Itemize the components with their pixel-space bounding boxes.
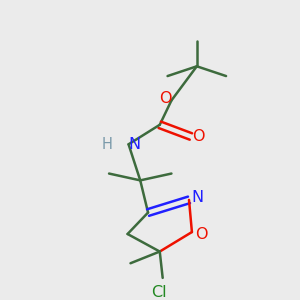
Text: N: N (192, 190, 204, 206)
Text: O: O (193, 129, 205, 144)
Text: H: H (102, 137, 112, 152)
Text: Cl: Cl (151, 285, 167, 300)
Text: O: O (159, 91, 172, 106)
Text: O: O (195, 226, 208, 242)
Text: N: N (128, 137, 140, 152)
